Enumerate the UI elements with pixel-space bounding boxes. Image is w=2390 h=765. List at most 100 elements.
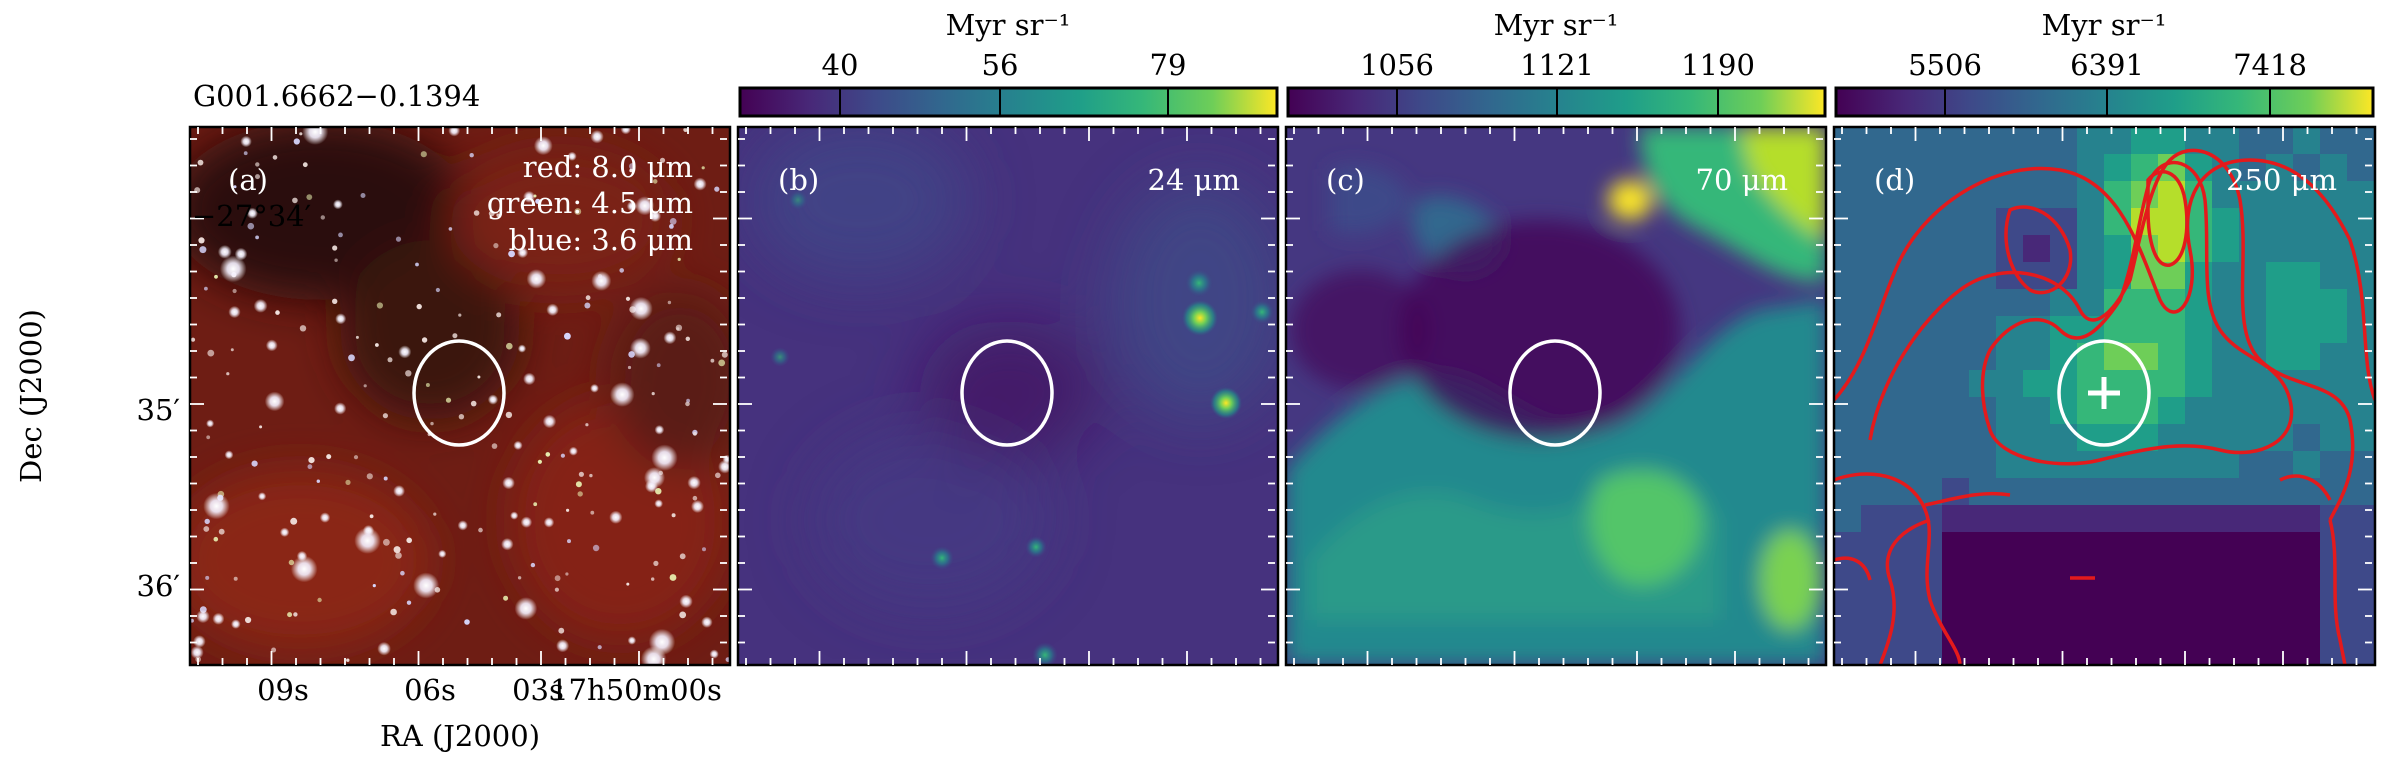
map-pixel — [1861, 262, 1889, 290]
map-pixel — [2023, 505, 2051, 533]
map-pixel — [1915, 451, 1943, 479]
map-pixel — [2185, 316, 2213, 344]
star — [196, 609, 210, 624]
map-pixel — [1834, 640, 1862, 665]
map-pixel — [1942, 235, 1970, 263]
source-ellipse — [412, 339, 506, 447]
map-pixel — [2320, 181, 2348, 209]
star — [416, 303, 422, 310]
map-pixel — [2374, 640, 2375, 665]
map-pixel — [2374, 316, 2375, 344]
map-pixel — [2239, 586, 2267, 614]
map-pixel — [1915, 235, 1943, 263]
star — [513, 440, 523, 450]
star — [619, 268, 624, 273]
star — [589, 473, 593, 478]
map-pixel — [1834, 424, 1862, 452]
star — [685, 401, 690, 407]
star — [421, 337, 428, 343]
map-pixel — [1969, 127, 1997, 155]
map-pixel — [1969, 208, 1997, 236]
star — [387, 357, 393, 363]
map-pixel — [2023, 532, 2051, 560]
map-pixel — [2185, 613, 2213, 641]
map-pixel — [1861, 478, 1889, 506]
map-pixel — [2374, 154, 2375, 182]
map-pixel — [2104, 613, 2132, 641]
map-pixel — [2050, 235, 2078, 263]
map-pixel — [2023, 127, 2051, 155]
star — [651, 392, 655, 396]
star — [592, 544, 600, 552]
star — [659, 157, 666, 163]
star — [218, 528, 225, 535]
map-pixel — [1942, 154, 1970, 182]
map-pixel — [2050, 424, 2078, 452]
star — [691, 500, 704, 513]
star — [510, 511, 519, 520]
ra-tick-label: 09s — [257, 673, 309, 707]
star — [491, 443, 498, 449]
map-pixel — [2320, 343, 2348, 371]
map-pixel — [2023, 343, 2051, 371]
star — [293, 612, 298, 617]
map-pixel — [2131, 478, 2159, 506]
map-pixel — [1942, 586, 1970, 614]
star — [565, 572, 569, 576]
panel-d-band: 250 μm — [2226, 163, 2337, 197]
star — [205, 575, 210, 580]
star — [663, 331, 677, 345]
map-pixel — [1861, 586, 1889, 614]
map-pixel — [2347, 478, 2375, 506]
map-pixel — [2023, 424, 2051, 452]
star — [292, 197, 298, 204]
star — [413, 572, 440, 599]
map-pixel — [2293, 235, 2321, 263]
map-pixel — [2185, 505, 2213, 533]
source-ellipse — [2057, 339, 2151, 447]
map-pixel — [2104, 154, 2132, 182]
star — [265, 339, 278, 352]
star — [355, 335, 359, 339]
bright-source — [1182, 300, 1218, 336]
star — [231, 619, 241, 629]
star — [224, 450, 234, 460]
colorbar-d-unit: Myr sr⁻¹ — [2042, 8, 2167, 42]
map-pixel — [2023, 613, 2051, 641]
map-pixel — [1996, 370, 2024, 398]
star — [628, 351, 635, 358]
star — [692, 495, 698, 501]
map-pixel — [2266, 640, 2294, 665]
star — [360, 193, 366, 198]
star — [243, 151, 248, 156]
map-pixel — [2347, 154, 2375, 182]
map-pixel — [2293, 262, 2321, 290]
star — [626, 201, 638, 212]
band-red-label: red: 8.0 μm — [523, 150, 693, 184]
star — [393, 546, 401, 554]
map-pixel — [1861, 127, 1889, 155]
star — [635, 196, 655, 216]
map-pixel — [1996, 559, 2024, 587]
map-pixel — [1942, 316, 1970, 344]
panel-c-band: 70 μm — [1696, 163, 1788, 197]
star — [564, 332, 571, 340]
map-pixel — [1915, 397, 1943, 425]
map-pixel — [1834, 289, 1862, 317]
map-pixel — [2320, 316, 2348, 344]
star — [584, 302, 591, 309]
colorbar-c-tick: 1190 — [1681, 48, 1755, 82]
map-pixel — [2050, 289, 2078, 317]
star — [299, 325, 307, 332]
map-pixel — [2374, 181, 2375, 209]
star — [701, 616, 713, 628]
map-pixel — [2050, 586, 2078, 614]
star — [190, 645, 204, 660]
star — [458, 414, 465, 420]
map-pixel — [1834, 613, 1862, 641]
star — [395, 552, 402, 559]
map-pixel — [2104, 532, 2132, 560]
source-ellipse — [960, 339, 1054, 447]
map-pixel — [2266, 505, 2294, 533]
star — [199, 246, 207, 254]
